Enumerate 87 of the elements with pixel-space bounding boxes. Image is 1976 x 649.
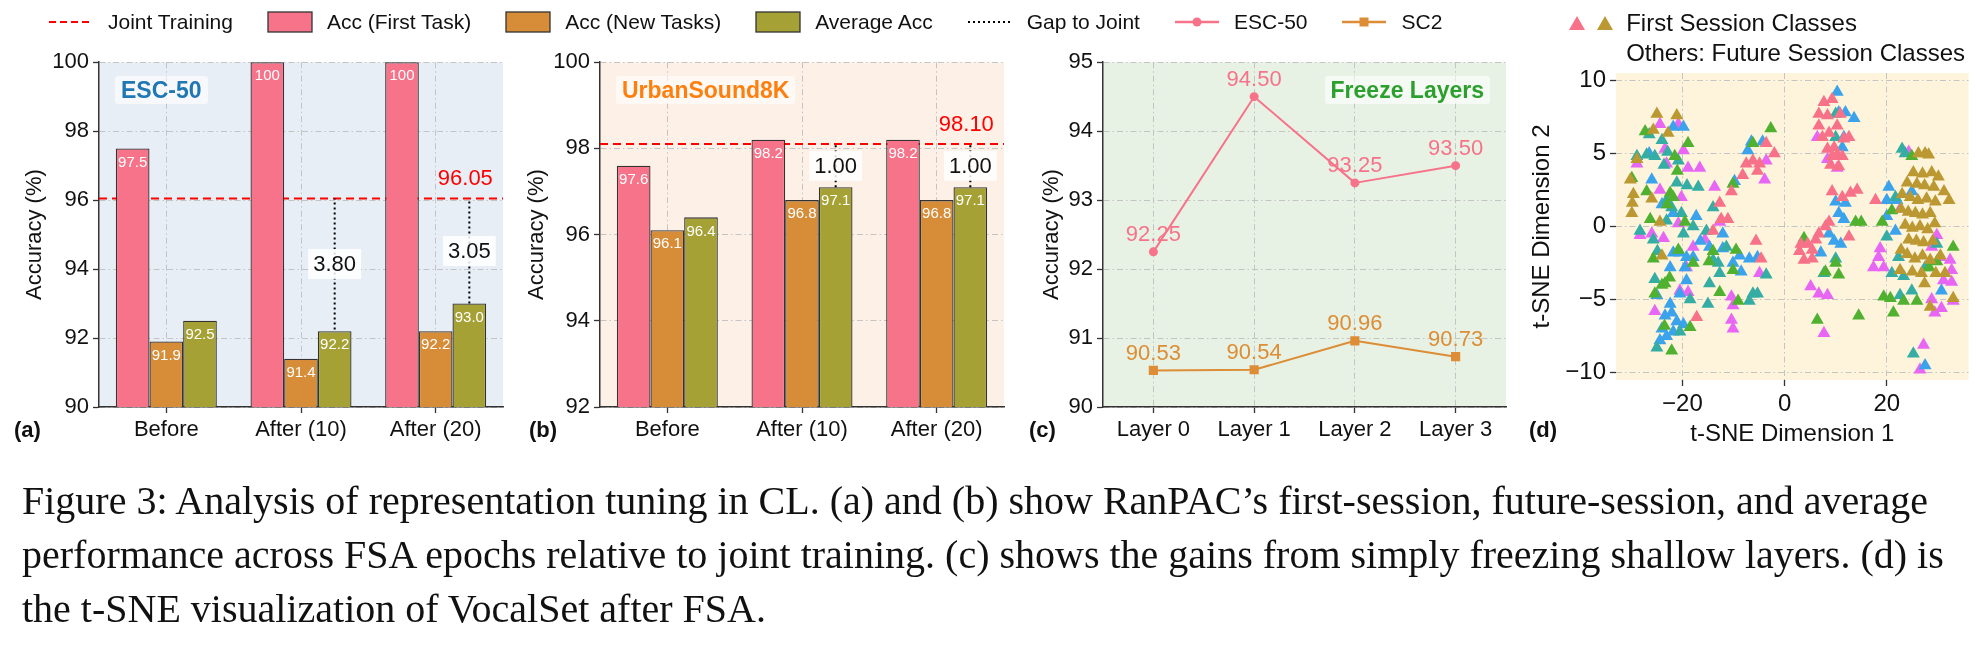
- data-label: 97.6: [619, 169, 649, 187]
- y-axis-title: t-SNE Dimension 2: [1527, 124, 1555, 329]
- y-axis-title: Accuracy (%): [523, 169, 549, 300]
- y-tick-label: 96: [565, 220, 590, 246]
- data-label: 91.9: [151, 345, 181, 363]
- x-tick-label: Layer 3: [1418, 416, 1493, 442]
- legend-label: Average Acc: [815, 10, 933, 34]
- legend-label: Acc (First Task): [326, 10, 472, 34]
- x-tick-label: Before: [634, 416, 700, 442]
- x-tick-label: Before: [133, 416, 199, 442]
- y-tick-label: −10: [1565, 357, 1606, 385]
- y-tick-label: 95: [1068, 48, 1093, 74]
- data-label: 97.5: [118, 152, 148, 170]
- caption: Figure 3: Analysis of representation tuning in CL. (a) and (b) show RanPAC’s first-session, future-session, and average performance across FSA epochs relative to joint training. (c) shows the gains from simply freezing shallow layers. (d) is the t-SNE visualization of VocalSet after FSA.: [22, 477, 1945, 633]
- data-label: 97.1: [955, 191, 985, 209]
- y-tick-label: 90: [1068, 393, 1093, 419]
- x-tick-label: Layer 0: [1116, 416, 1191, 442]
- x-tick-label: Layer 2: [1318, 416, 1392, 442]
- y-tick-label: 96: [64, 186, 89, 212]
- x-axis-title: t-SNE Dimension 1: [1690, 419, 1895, 447]
- x-tick-label: After (20): [389, 416, 482, 442]
- x-tick-label: −20: [1662, 389, 1703, 417]
- annotation: 1.00: [814, 152, 858, 178]
- annotation: 3.80: [313, 250, 357, 276]
- text: (d): [1529, 417, 1558, 443]
- y-tick-label: 92: [565, 393, 590, 419]
- y-tick-label: 94: [1068, 117, 1093, 143]
- x-tick-label: Layer 1: [1217, 416, 1291, 442]
- data-label: 90.53: [1125, 339, 1181, 365]
- annotation: 98.10: [938, 111, 994, 137]
- y-tick-label: −5: [1578, 284, 1606, 312]
- annotation: 3.05: [447, 238, 491, 264]
- data-label: 100: [389, 66, 415, 84]
- y-tick-label: 93: [1068, 186, 1093, 212]
- data-label: 100: [254, 66, 280, 84]
- x-tick-label: After (10): [756, 416, 848, 442]
- data-label: 90.73: [1428, 325, 1484, 351]
- data-label: 92.5: [185, 324, 215, 342]
- legend-label: Gap to Joint: [1026, 10, 1140, 34]
- text: (c): [1029, 417, 1056, 443]
- y-tick-label: 0: [1592, 211, 1606, 239]
- text: Others: Future Session Classes: [1626, 38, 1965, 68]
- data-label: 97.1: [821, 191, 851, 209]
- text: UrbanSound8K: [616, 76, 796, 105]
- y-axis-title: Accuracy (%): [1038, 169, 1064, 300]
- annotation: 96.05: [437, 165, 493, 191]
- data-label: 92.2: [421, 335, 451, 353]
- data-label: 93.0: [454, 307, 484, 325]
- legend-label: SC2: [1401, 10, 1443, 34]
- y-tick-label: 100: [52, 48, 89, 74]
- legend-label: Joint Training: [108, 10, 233, 34]
- data-label: 91.4: [286, 362, 316, 380]
- y-tick-label: 100: [553, 48, 590, 74]
- text: Freeze Layers: [1324, 76, 1490, 105]
- data-label: 98.2: [888, 143, 918, 161]
- text: First Session Classes: [1626, 8, 1858, 38]
- x-tick-label: After (20): [890, 416, 983, 442]
- x-tick-label: 0: [1777, 389, 1792, 417]
- data-label: 98.2: [753, 143, 783, 161]
- legend-label: Acc (New Tasks): [565, 10, 722, 34]
- y-tick-label: 91: [1068, 324, 1093, 350]
- text: ESC-50: [115, 76, 208, 105]
- x-tick-label: 20: [1873, 389, 1901, 417]
- text: (b): [529, 417, 558, 443]
- data-label: 96.8: [787, 204, 817, 222]
- y-tick-label: 5: [1592, 138, 1606, 166]
- data-label: 94.50: [1226, 65, 1282, 91]
- y-tick-label: 94: [565, 306, 590, 332]
- y-tick-label: 94: [64, 255, 89, 281]
- y-tick-label: 10: [1579, 64, 1606, 92]
- y-axis-title: Accuracy (%): [21, 169, 47, 300]
- annotation: 1.00: [948, 152, 992, 178]
- data-label: 96.4: [686, 221, 716, 239]
- data-label: 96.1: [652, 234, 682, 252]
- y-tick-label: 92: [64, 324, 89, 350]
- data-label: 93.50: [1428, 134, 1484, 160]
- data-label: 90.96: [1327, 309, 1383, 335]
- data-label: 90.54: [1226, 338, 1282, 364]
- y-tick-label: 98: [64, 117, 89, 143]
- legend-label: ESC-50: [1233, 10, 1308, 34]
- data-label: 96.8: [922, 204, 952, 222]
- y-tick-label: 92: [1068, 255, 1093, 281]
- y-tick-label: 90: [64, 393, 89, 419]
- x-tick-label: After (10): [255, 416, 347, 442]
- text: (a): [14, 417, 41, 443]
- y-tick-label: 98: [565, 134, 590, 160]
- data-label: 92.2: [320, 335, 350, 353]
